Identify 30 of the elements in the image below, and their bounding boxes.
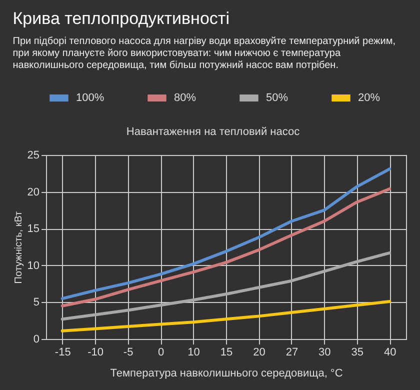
x-tick-label: -5 xyxy=(123,346,134,358)
line-series xyxy=(60,167,392,300)
y-tick-label: 0 xyxy=(33,334,40,346)
line-series xyxy=(60,300,392,332)
legend-label: 50% xyxy=(266,92,288,104)
y-tick-label: 5 xyxy=(33,296,40,309)
x-tick-label: -15 xyxy=(54,346,71,358)
legend-label: 100% xyxy=(76,92,104,104)
x-tick-label: 30 xyxy=(318,346,331,358)
x-tick-label: 35 xyxy=(351,346,364,358)
x-tick-label: 10 xyxy=(188,346,200,358)
legend-label: 20% xyxy=(358,92,380,104)
chart-title: Крива теплопродуктивності xyxy=(12,9,230,28)
line-series xyxy=(60,187,392,308)
x-tick-label: -10 xyxy=(88,346,104,358)
x-tick-label: 15 xyxy=(220,346,233,358)
y-tick-label: 20 xyxy=(27,186,40,198)
x-tick-label: 20 xyxy=(253,346,266,358)
x-tick-label: 40 xyxy=(384,346,396,358)
x-tick-label: 27 xyxy=(286,346,298,358)
x-tick-label: 0 xyxy=(158,346,164,358)
y-tick-label: 25 xyxy=(27,150,40,162)
legend-title: Навантаження на тепловий насос xyxy=(126,126,300,138)
chart-subtitle: При підборі теплового насоса для нагріву води враховуйте температурний режим, при якому плануєте його використовувати: чим нижчою є температура навколишнього середовища, тим більш потужний насос вам потрібен. xyxy=(12,36,396,71)
y-tick-label: 10 xyxy=(27,260,40,272)
y-tick-label: 15 xyxy=(27,223,40,236)
line-series xyxy=(60,251,392,321)
legend-label: 80% xyxy=(174,92,196,104)
y-axis-title: Потужність, кВт xyxy=(13,210,24,284)
x-axis-title: Температура навколишнього середовища, °C xyxy=(110,368,343,380)
